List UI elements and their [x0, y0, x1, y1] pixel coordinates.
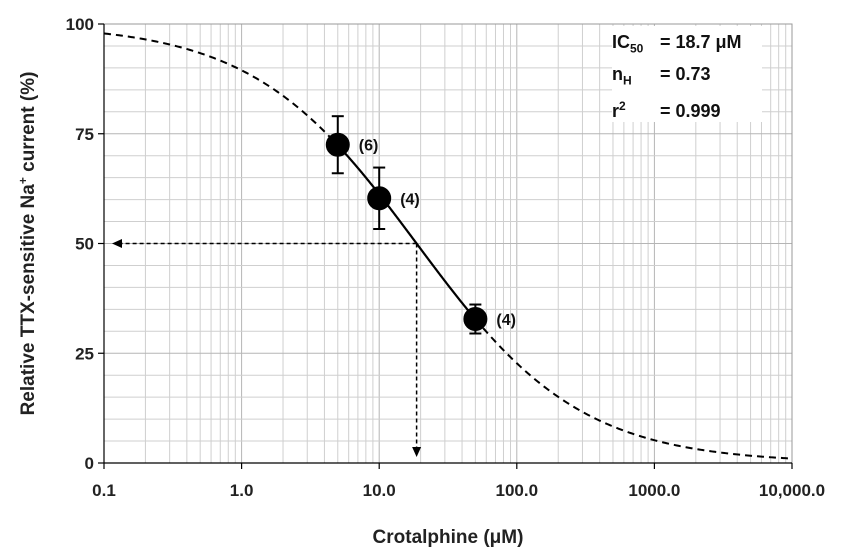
data-point: [367, 186, 392, 211]
y-axis-title: Relative TTX-sensitive Na+ current (%): [16, 72, 39, 416]
y-tick-label: 75: [75, 125, 94, 144]
hill-stat-value: = 0.73: [660, 64, 711, 84]
r2-stat-value: = 0.999: [660, 101, 721, 121]
n-label: (4): [496, 312, 516, 329]
data-point: [463, 307, 488, 332]
ic50-stat-label: IC50: [612, 32, 644, 56]
ic50-vertical-arrowhead: [412, 447, 422, 457]
x-tick-label: 100.0: [496, 481, 539, 500]
ic50-arrows: [112, 239, 422, 457]
fit-curve-fitted-range: [336, 144, 477, 320]
r2-stat: r2 = 0.999: [612, 90, 762, 122]
y-tick-label: 0: [85, 454, 94, 473]
ic50-horizontal-arrowhead: [112, 239, 122, 248]
x-axis-title: Crotalphine (μM): [373, 527, 524, 548]
y-tick-label: 100: [66, 15, 94, 34]
ic50-stat: IC50 = 18.7 μM: [612, 26, 762, 58]
x-tick-label: 10.0: [363, 481, 396, 500]
axes: [98, 23, 793, 469]
y-axis-title-sup: +: [16, 177, 30, 184]
y-axis-title-rest: current (%): [18, 72, 39, 178]
x-tick-label: 1.0: [230, 481, 254, 500]
fit-curve-extrapolated-low: [103, 32, 338, 145]
x-tick-label: 10,000.0: [759, 481, 825, 500]
y-tick-label: 25: [75, 344, 94, 363]
fit-stats-box: IC50 = 18.7 μM nH = 0.73 r2 = 0.999: [612, 26, 762, 122]
x-tick-label: 1000.0: [628, 481, 680, 500]
tick-labels: 0 25 50 75 100 0.1 1.0 10.0 100.0 1000.0 10,000.0: [66, 15, 825, 500]
x-tick-label: 0.1: [92, 481, 116, 500]
r2-stat-label: r2: [612, 99, 626, 121]
fit-curve-extrapolated-high: [474, 318, 792, 460]
n-label: (4): [400, 191, 420, 208]
y-tick-label: 50: [75, 235, 94, 254]
data-point: [325, 132, 350, 157]
fit-curve-layer: [103, 32, 792, 460]
data-points: (6) (4) (4): [325, 115, 516, 335]
n-label: (6): [359, 138, 379, 155]
y-axis-title-main: Relative TTX-sensitive Na: [18, 184, 39, 416]
hill-stat: nH = 0.73: [612, 58, 762, 90]
ic50-stat-value: = 18.7 μM: [660, 32, 742, 52]
hill-stat-label: nH: [612, 64, 632, 88]
